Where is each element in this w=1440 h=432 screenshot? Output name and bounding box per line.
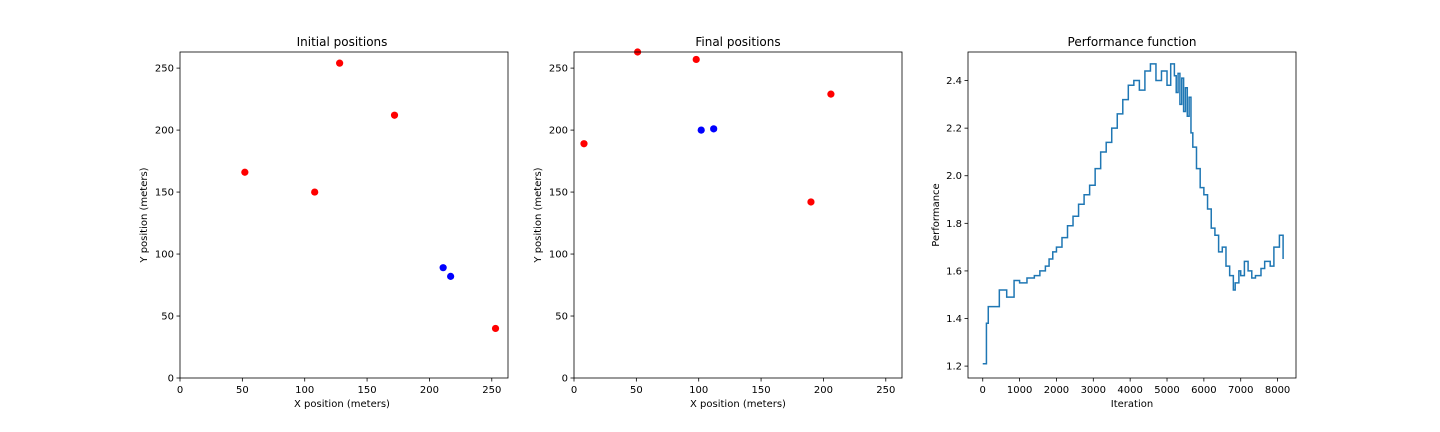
chart-title: Final positions [695, 35, 780, 49]
y-tick-label: 100 [549, 250, 568, 261]
initial-positions-panel: Initial positions X position (meters) Y … [139, 35, 509, 410]
axes-frame [967, 51, 1297, 379]
red-point-2 [827, 90, 835, 98]
x-tick-label: 0 [980, 385, 986, 396]
x-tick-label: 50 [630, 385, 643, 396]
y-tick-label: 1.8 [946, 219, 962, 230]
red-point-3 [580, 140, 588, 148]
x-tick-label: 8000 [1265, 385, 1290, 396]
y-tick-label: 0 [562, 374, 568, 385]
x-tick-label: 6000 [1191, 385, 1216, 396]
x-tick-label: 2000 [1044, 385, 1069, 396]
y-tick-label: 250 [549, 64, 568, 75]
performance-series-line [982, 63, 1284, 365]
y-tick-label: 250 [155, 64, 174, 75]
x-tick-label: 150 [752, 385, 771, 396]
y-tick-label: 2.2 [946, 124, 962, 135]
y-tick-label: 2.4 [946, 76, 962, 87]
chart-title: Performance function [1068, 35, 1197, 49]
x-tick-label: 4000 [1117, 385, 1142, 396]
red-point-1 [390, 111, 399, 119]
x-tick-label: 7000 [1228, 385, 1253, 396]
red-point-4 [807, 198, 815, 206]
performance-function-panel: Performance function Iteration Performan… [931, 35, 1297, 410]
y-tick-label: 0 [168, 374, 174, 385]
red-point-0 [336, 59, 344, 67]
x-tick-label: 200 [420, 385, 439, 396]
y-tick-label: 100 [155, 250, 174, 261]
blue-point-6 [710, 125, 718, 133]
x-tick-label: 0 [177, 385, 183, 396]
y-tick-label: 200 [155, 126, 174, 137]
x-tick-label: 250 [482, 385, 501, 396]
x-tick-label: 100 [295, 385, 314, 396]
axes-frame [179, 51, 509, 379]
x-tick-label: 50 [236, 385, 249, 396]
x-tick-label: 250 [876, 385, 895, 396]
red-point-3 [311, 188, 319, 196]
blue-point-5 [697, 126, 705, 134]
y-tick-label: 50 [161, 312, 174, 323]
y-tick-label: 2.0 [946, 171, 962, 182]
red-point-4 [491, 324, 500, 333]
x-tick-label: 5000 [1154, 385, 1179, 396]
chart-title: Initial positions [297, 35, 388, 49]
x-tick-label: 200 [814, 385, 833, 396]
x-axis-label: Iteration [1111, 399, 1153, 410]
red-point-2 [241, 168, 249, 176]
y-tick-label: 1.4 [946, 314, 962, 325]
x-tick-label: 100 [689, 385, 708, 396]
final-positions-panel: Final positions X position (meters) Y po… [533, 35, 903, 410]
y-tick-label: 150 [155, 188, 174, 199]
y-tick-label: 1.6 [946, 266, 962, 277]
x-axis-label: X position (meters) [294, 399, 390, 410]
y-tick-label: 1.2 [946, 362, 962, 373]
blue-point-5 [439, 264, 447, 272]
y-tick-label: 50 [555, 312, 568, 323]
red-point-1 [692, 55, 700, 64]
y-tick-label: 200 [549, 126, 568, 137]
axes-frame [573, 51, 903, 379]
x-axis-label: X position (meters) [690, 399, 786, 410]
x-tick-label: 150 [358, 385, 377, 396]
y-tick-label: 150 [549, 188, 568, 199]
y-axis-label: Y position (meters) [533, 167, 544, 263]
x-tick-label: 0 [571, 385, 577, 396]
x-tick-label: 3000 [1081, 385, 1106, 396]
blue-point-6 [447, 272, 455, 280]
y-axis-label: Performance [931, 183, 942, 246]
x-tick-label: 1000 [1007, 385, 1032, 396]
y-axis-label: Y position (meters) [139, 167, 150, 263]
